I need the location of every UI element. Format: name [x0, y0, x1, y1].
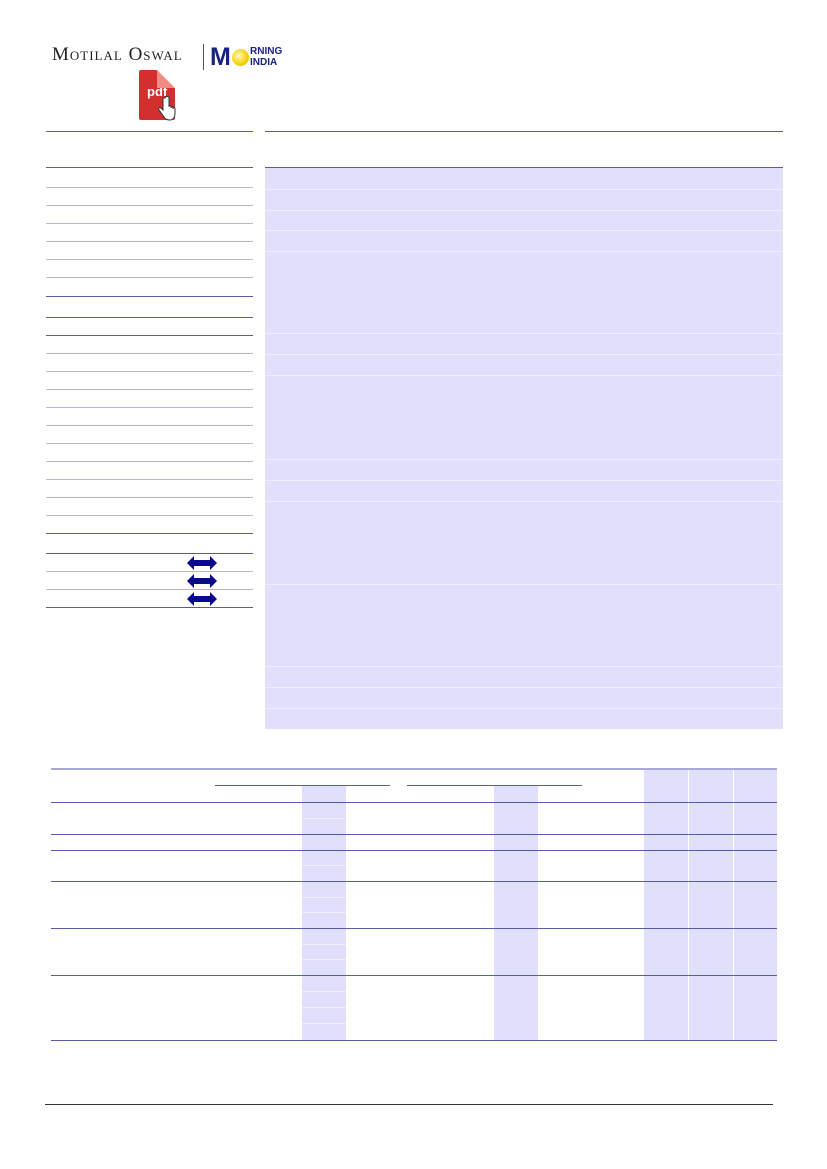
panel-row-divider	[265, 480, 783, 481]
table-rule	[46, 371, 253, 372]
panel-row-divider	[265, 708, 783, 709]
column-divider	[688, 768, 689, 1040]
table-rule	[46, 353, 253, 354]
table-rule	[46, 389, 253, 390]
panel-row-divider	[265, 189, 783, 190]
group-header-rule	[407, 785, 582, 786]
table-rule	[46, 167, 253, 168]
panel-row-divider	[265, 459, 783, 460]
table-rule	[46, 131, 253, 132]
double-arrow-icon	[187, 592, 217, 606]
table-rule	[46, 497, 253, 498]
table-rule	[46, 607, 253, 608]
shaded-panel	[265, 167, 783, 729]
table-rule	[46, 277, 253, 278]
panel-row-divider	[265, 584, 783, 585]
row-divider	[302, 865, 346, 866]
table-rule	[51, 881, 777, 882]
panel-rule	[265, 131, 783, 132]
panel-rule	[265, 167, 783, 168]
table-rule	[46, 296, 253, 297]
panel-row-divider	[265, 354, 783, 355]
table-rule	[51, 1040, 777, 1041]
row-divider	[302, 1023, 346, 1024]
hand-cursor-icon	[158, 96, 176, 121]
morning-india-line1: RNING	[250, 46, 283, 57]
panel-row-divider	[265, 687, 783, 688]
table-rule	[46, 259, 253, 260]
row-divider	[302, 959, 346, 960]
table-rule	[51, 928, 777, 929]
morning-india-logo-initial: M	[210, 43, 231, 71]
shaded-column	[494, 785, 538, 1040]
table-rule	[46, 443, 253, 444]
table-rule	[46, 335, 253, 336]
table-rule	[46, 317, 253, 318]
row-divider	[302, 991, 346, 992]
panel-row-divider	[265, 333, 783, 334]
table-rule	[46, 407, 253, 408]
table-rule	[46, 223, 253, 224]
column-divider	[733, 768, 734, 1040]
row-divider	[302, 1007, 346, 1008]
table-rule	[46, 461, 253, 462]
panel-row-divider	[265, 501, 783, 502]
motilal-oswal-logo: Motilal Oswal	[52, 44, 183, 65]
table-rule	[46, 571, 253, 572]
table-rule	[46, 533, 253, 534]
morning-india-line2: INDIA	[250, 57, 278, 68]
table-rule	[51, 850, 777, 851]
shaded-column	[644, 768, 777, 785]
row-divider	[302, 897, 346, 898]
row-divider	[302, 912, 346, 913]
panel-row-divider	[265, 375, 783, 376]
table-rule	[46, 425, 253, 426]
sun-icon	[232, 49, 249, 66]
table-rule	[46, 479, 253, 480]
table-rule	[46, 553, 253, 554]
panel-row-divider	[265, 230, 783, 231]
row-divider	[302, 818, 346, 819]
table-rule	[46, 205, 253, 206]
shaded-column	[644, 785, 777, 1040]
footer-rule	[45, 1104, 773, 1105]
double-arrow-icon	[187, 556, 217, 570]
panel-row-divider	[265, 210, 783, 211]
table-rule	[46, 241, 253, 242]
double-arrow-icon	[187, 574, 217, 588]
panel-row-divider	[265, 666, 783, 667]
table-rule	[46, 187, 253, 188]
table-rule	[51, 802, 777, 803]
group-header-rule	[215, 785, 390, 786]
table-rule	[51, 834, 777, 835]
table-rule	[51, 975, 777, 976]
table-rule	[46, 515, 253, 516]
table-top-rule	[51, 768, 777, 770]
row-divider	[302, 944, 346, 945]
pdf-icon[interactable]: pdf	[139, 70, 176, 121]
table-rule	[46, 589, 253, 590]
panel-row-divider	[265, 251, 783, 252]
logo-divider	[203, 44, 204, 70]
